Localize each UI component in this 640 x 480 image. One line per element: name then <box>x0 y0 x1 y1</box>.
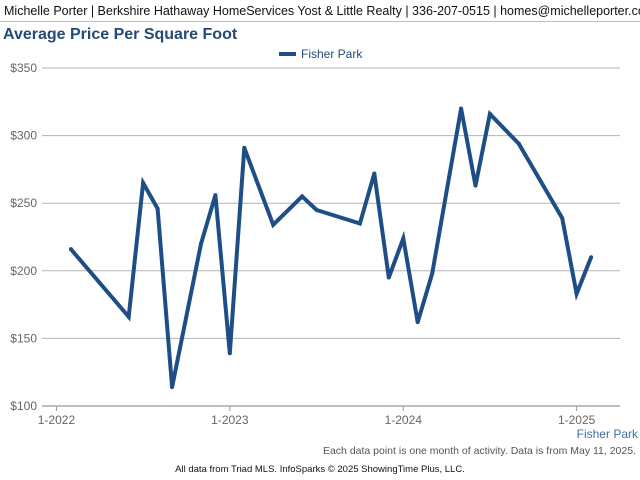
y-tick-label: $350 <box>10 61 37 75</box>
x-tick-label: 1-2022 <box>38 413 76 427</box>
data-point <box>357 221 362 226</box>
data-point <box>198 241 203 246</box>
data-point <box>487 111 492 116</box>
y-tick-label: $200 <box>10 264 37 278</box>
data-point <box>141 180 146 185</box>
data-point <box>155 206 160 211</box>
y-tick-label: $250 <box>10 196 37 210</box>
data-point <box>589 255 594 260</box>
data-point <box>271 222 276 227</box>
x-tick-label: 1-2023 <box>211 413 249 427</box>
data-point <box>459 106 464 111</box>
corner-area-label: Fisher Park <box>577 427 639 440</box>
series-line-fisher-park <box>69 108 593 388</box>
data-point <box>170 385 175 390</box>
footer-credit: All data from Triad MLS. InfoSparks © 20… <box>175 464 465 475</box>
data-point <box>430 271 435 276</box>
data-point <box>415 320 420 325</box>
x-tick-label: 1-2024 <box>385 413 423 427</box>
line-chart: $100 $150 $200 $250 $300 $350 1-2022 1-2023 1-20… <box>10 47 639 440</box>
data-point <box>401 236 406 241</box>
data-note: Each data point is one month of activity… <box>322 445 636 457</box>
y-tick-label: $100 <box>10 399 37 413</box>
x-tick-label: 1-2025 <box>558 413 596 427</box>
data-point <box>473 183 478 188</box>
agent-header: Michelle Porter | Berkshire Hathaway Hom… <box>0 0 640 22</box>
data-point <box>126 314 131 319</box>
data-point <box>227 351 232 356</box>
legend-label: Fisher Park <box>301 47 363 61</box>
y-tick-label: $300 <box>10 129 37 143</box>
data-point <box>372 171 377 176</box>
data-point <box>574 291 579 296</box>
chart-title: Average Price Per Square Foot <box>3 26 238 43</box>
y-tick-label: $150 <box>10 331 37 345</box>
data-point <box>560 216 565 221</box>
data-point <box>68 247 73 252</box>
data-point <box>242 145 247 150</box>
data-point <box>386 275 391 280</box>
data-point <box>314 207 319 212</box>
data-point <box>516 141 521 146</box>
data-point <box>213 193 218 198</box>
data-point <box>300 194 305 199</box>
